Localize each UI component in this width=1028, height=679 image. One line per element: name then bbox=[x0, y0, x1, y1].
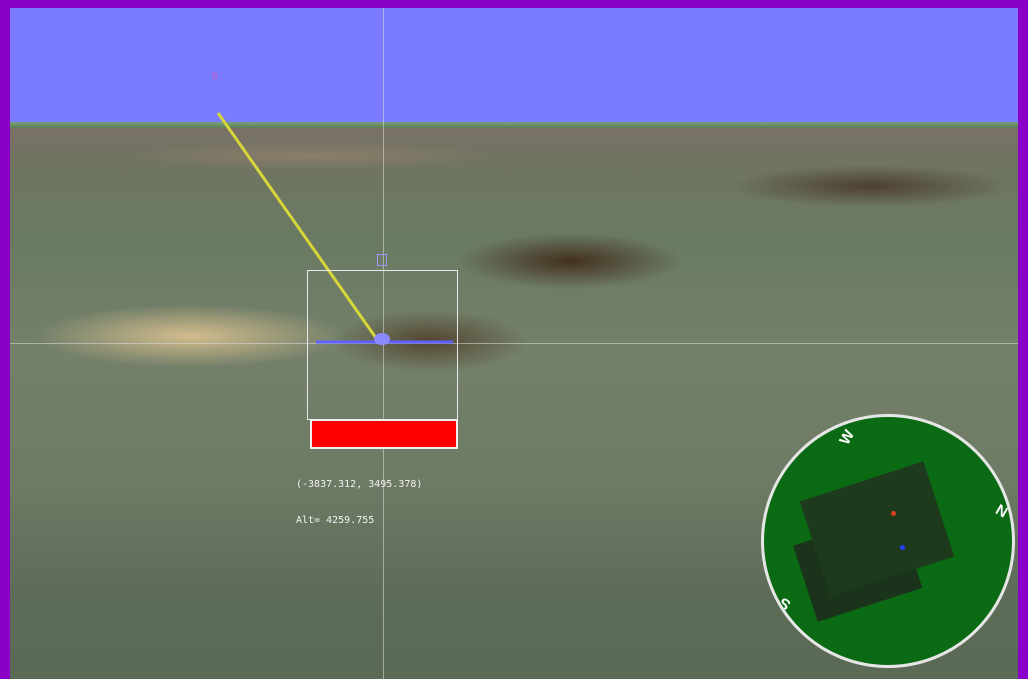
aircraft-icon bbox=[316, 333, 453, 345]
target-altitude: Alt= 4259.755 bbox=[296, 515, 375, 526]
target-info: (-3837.312, 3495.378) Alt= 4259.755 bbox=[296, 455, 422, 551]
radar-player-icon bbox=[900, 545, 905, 550]
target-marker-icon bbox=[377, 254, 387, 266]
game-viewport[interactable]: B (-3837.312, 3495.378) Alt= 4259.755 W … bbox=[10, 8, 1018, 679]
far-marker-label: B bbox=[212, 72, 218, 82]
radar-compass-s: S bbox=[776, 593, 794, 614]
tracer-overlay bbox=[216, 112, 453, 345]
tracer-line bbox=[216, 112, 378, 339]
radar-enemy-icon bbox=[891, 511, 896, 516]
target-coordinates: (-3837.312, 3495.378) bbox=[296, 479, 423, 490]
target-bracket[interactable] bbox=[307, 270, 458, 420]
target-health-fill bbox=[312, 421, 456, 447]
far-marker-tag: B bbox=[212, 73, 222, 82]
radar-terrain-patch bbox=[799, 461, 955, 597]
radar-compass-n: N bbox=[992, 501, 1011, 522]
radar-compass-w: W bbox=[836, 427, 858, 448]
horizon bbox=[10, 122, 1018, 128]
radar-minimap[interactable]: W N S E bbox=[761, 414, 1015, 668]
target-health-bar bbox=[310, 419, 458, 449]
crosshair-horizontal bbox=[10, 343, 1018, 344]
sky bbox=[10, 8, 1018, 126]
